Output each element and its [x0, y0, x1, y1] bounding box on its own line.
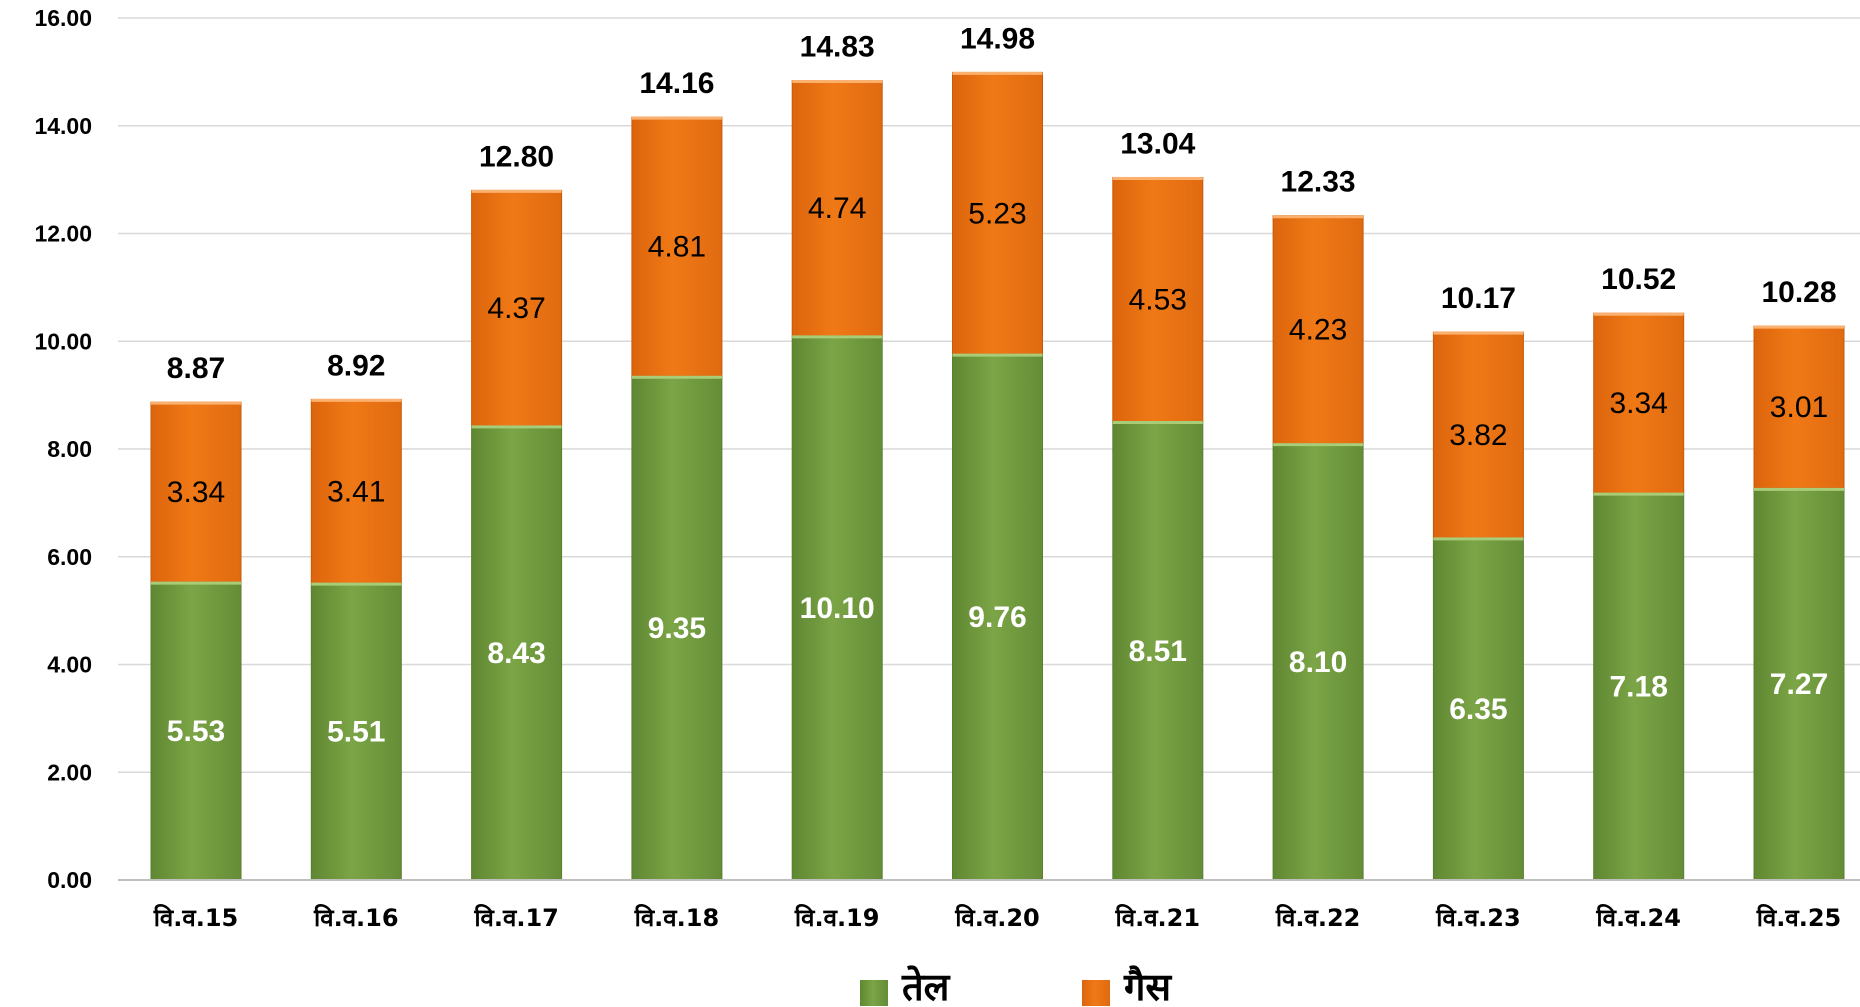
gas-value-label: 4.37: [487, 292, 545, 325]
bar-segment-oil: [150, 581, 242, 881]
oil-value-label: 5.53: [167, 715, 225, 748]
legend-oil-label: तेल: [901, 964, 951, 1007]
y-tick-label: 4.00: [47, 652, 92, 678]
bar-segment-gas: [1112, 176, 1204, 423]
legend-gas-label: गैस: [1123, 964, 1172, 1007]
gas-value-label: 3.41: [327, 475, 385, 508]
x-tick-label: वि.व.23: [1435, 904, 1521, 932]
y-tick-label: 16.00: [34, 5, 92, 31]
y-tick-label: 6.00: [47, 544, 92, 570]
total-label: 8.92: [327, 349, 385, 382]
gas-value-label: 3.34: [1610, 387, 1668, 420]
bar-segment-gas: [952, 71, 1043, 355]
gas-value-label: 4.74: [808, 192, 866, 225]
x-tick-label: वि.व.21: [1115, 904, 1201, 932]
bar-segment-oil: [791, 335, 883, 881]
y-tick-label: 12.00: [34, 221, 92, 247]
y-tick-label: 2.00: [47, 759, 92, 785]
oil-value-label: 9.35: [648, 612, 706, 645]
gas-value-label: 3.82: [1449, 419, 1507, 452]
x-tick-label: वि.व.25: [1756, 904, 1842, 932]
total-label: 14.16: [639, 67, 714, 100]
x-axis: वि.व.15 वि.व.16 वि.व.17 वि.व.18 वि.व.19 वि.व.…: [118, 879, 1860, 932]
total-label: 13.04: [1120, 127, 1195, 160]
y-tick-label: 10.00: [34, 328, 92, 354]
bar-segment-oil: [1432, 537, 1524, 881]
bar-segment-oil: [471, 425, 563, 881]
bar-segment-oil: [310, 582, 402, 881]
bar-segment-gas: [1753, 325, 1845, 489]
bar-segment-oil: [952, 353, 1043, 881]
x-tick-label: वि.व.24: [1595, 904, 1681, 932]
bar-segment-gas: [1272, 215, 1364, 445]
oil-value-label: 8.51: [1129, 635, 1187, 668]
bar-segment-oil: [1112, 421, 1204, 881]
oil-value-label: 9.76: [968, 601, 1026, 634]
bar-segment-gas: [1593, 312, 1685, 494]
total-label: 12.80: [479, 140, 554, 173]
total-label: 14.83: [800, 30, 875, 63]
x-tick-label: वि.व.16: [313, 904, 399, 932]
bar-segment-oil: [1272, 443, 1364, 881]
y-axis: 0.00 2.00 4.00 6.00 8.00 10.00 12.00 14.00 16.00: [34, 5, 92, 893]
gas-value-label: 4.53: [1129, 283, 1187, 316]
gas-value-label: 3.01: [1770, 391, 1828, 424]
legend: तेल गैस: [860, 964, 1172, 1007]
bar-segment-gas: [310, 398, 402, 584]
oil-value-label: 6.35: [1449, 693, 1507, 726]
total-label: 8.87: [167, 352, 225, 385]
legend-oil-swatch: [860, 980, 888, 1006]
x-tick-label: वि.व.15: [153, 904, 239, 932]
x-tick-label: वि.व.22: [1275, 904, 1361, 932]
y-tick-label: 0.00: [47, 867, 92, 893]
data-labels: 8.87 3.34 5.53 8.92 3.41 5.51 12.80 4.37 8.43 14.…: [167, 22, 1837, 748]
total-label: 10.28: [1761, 276, 1836, 309]
x-tick-label: वि.व.18: [634, 904, 720, 932]
x-tick-label: वि.व.19: [794, 904, 880, 932]
legend-gas-swatch: [1082, 980, 1110, 1006]
oil-value-label: 5.51: [327, 716, 385, 749]
bar-segment-gas: [631, 116, 723, 377]
oil-value-label: 8.10: [1289, 646, 1347, 679]
total-label: 10.17: [1441, 282, 1516, 315]
bar-segment-oil: [1593, 492, 1685, 881]
oil-value-label: 7.27: [1770, 668, 1828, 701]
oil-value-label: 8.43: [487, 637, 545, 670]
total-label: 14.98: [960, 22, 1035, 55]
gas-value-label: 3.34: [167, 476, 225, 509]
oil-value-label: 7.18: [1610, 671, 1668, 704]
gas-value-label: 4.23: [1289, 314, 1347, 347]
gas-value-label: 4.81: [648, 231, 706, 264]
x-tick-label: वि.व.20: [954, 904, 1040, 932]
total-label: 12.33: [1281, 166, 1356, 199]
x-tick-label: वि.व.17: [473, 904, 559, 932]
y-tick-label: 8.00: [47, 436, 92, 462]
bars: [150, 71, 1845, 881]
gas-value-label: 5.23: [968, 197, 1026, 230]
total-label: 10.52: [1601, 263, 1676, 296]
y-tick-label: 14.00: [34, 113, 92, 139]
oil-value-label: 10.10: [800, 592, 875, 625]
